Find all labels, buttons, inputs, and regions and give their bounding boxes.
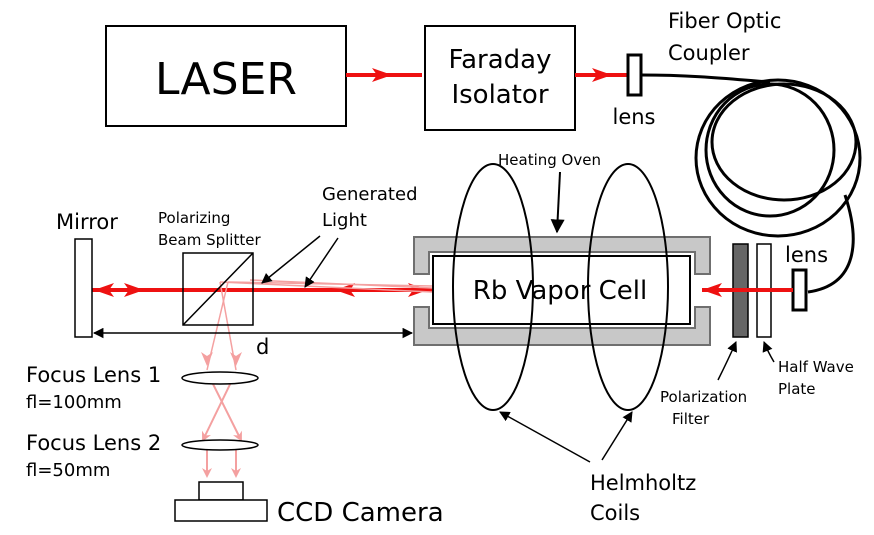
focus-lens-1 bbox=[181, 371, 259, 385]
fiber-coupler-label-line2: Coupler bbox=[668, 41, 750, 65]
helmholtz-coil-right bbox=[587, 163, 669, 411]
imaging-rays bbox=[201, 371, 242, 478]
coupler-lens bbox=[626, 53, 643, 97]
generated-light-rays bbox=[206, 279, 433, 371]
lens-right-label: lens bbox=[785, 243, 828, 267]
mirror-label: Mirror bbox=[56, 210, 118, 234]
pink-arrow-lens1-a bbox=[201, 352, 213, 366]
half-wave-plate-pointer bbox=[762, 341, 775, 363]
helmholtz-pointer-1 bbox=[499, 411, 591, 463]
faraday-isolator-label-line1: Faraday bbox=[449, 45, 552, 75]
fiber-optic-cable bbox=[640, 73, 862, 294]
laser-label: LASER bbox=[155, 54, 297, 105]
laser-box bbox=[105, 25, 347, 127]
rb-vapor-cell bbox=[432, 255, 691, 325]
mirror bbox=[74, 238, 93, 338]
lens-top-label: lens bbox=[612, 105, 655, 129]
helmholtz-coil-left bbox=[452, 163, 534, 411]
beam-arrow-4 bbox=[124, 283, 144, 297]
heating-oven bbox=[413, 236, 711, 346]
helmholtz-label-line2: Coils bbox=[590, 501, 640, 525]
polarizing-beam-splitter bbox=[182, 252, 254, 326]
beam-arrow-mirror bbox=[94, 283, 114, 297]
half-wave-plate-label-line1: Half Wave bbox=[778, 358, 854, 376]
pbs-label-line1: Polarizing bbox=[158, 209, 230, 227]
pbs-label-line2: Beam Splitter bbox=[158, 231, 261, 249]
polarization-filter-pointer bbox=[717, 341, 737, 381]
helmholtz-label-line1: Helmholtz bbox=[590, 471, 696, 495]
beam-arrow-5 bbox=[335, 283, 355, 297]
focus-lens-1-fl: fl=100mm bbox=[26, 392, 122, 413]
generated-light-pointer-2 bbox=[304, 237, 339, 288]
fiber-coupler-label-line1: Fiber Optic bbox=[668, 9, 781, 33]
polarization-filter-label-line2: Filter bbox=[672, 410, 710, 428]
half-wave-plate-label-line2: Plate bbox=[778, 380, 816, 398]
helmholtz-pointer-2 bbox=[601, 411, 633, 461]
ccd-camera-body bbox=[174, 499, 268, 522]
ccd-camera-label: CCD Camera bbox=[277, 498, 444, 528]
heating-oven-label: Heating Oven bbox=[498, 151, 601, 169]
beam-arrow-3 bbox=[702, 283, 722, 297]
beam-splitter-diagonal bbox=[182, 252, 254, 326]
beam-arrow-2 bbox=[592, 68, 612, 82]
focus-lens-1-label: Focus Lens 1 bbox=[26, 363, 161, 387]
right-lens bbox=[791, 268, 808, 312]
faraday-isolator-box bbox=[424, 25, 576, 131]
focus-lens-2 bbox=[181, 439, 259, 451]
beam-arrow-1 bbox=[372, 68, 392, 82]
ccd-camera-top bbox=[198, 481, 244, 501]
pink-arrow-lens1-b bbox=[230, 352, 242, 366]
faraday-isolator-label-line2: Isolator bbox=[451, 80, 548, 110]
generated-light-label-line1: Generated bbox=[322, 184, 418, 205]
rb-vapor-cell-label: Rb Vapor Cell bbox=[473, 276, 648, 306]
focus-lens-2-label: Focus Lens 2 bbox=[26, 431, 161, 455]
generated-light-pointer-1 bbox=[261, 235, 321, 284]
polarization-filter-label-line1: Polarization bbox=[660, 388, 747, 406]
heating-oven-pointer bbox=[550, 171, 565, 234]
focus-lens-2-fl: fl=50mm bbox=[26, 460, 110, 481]
generated-light-label-line2: Light bbox=[322, 210, 367, 231]
distance-label: d bbox=[256, 335, 269, 359]
